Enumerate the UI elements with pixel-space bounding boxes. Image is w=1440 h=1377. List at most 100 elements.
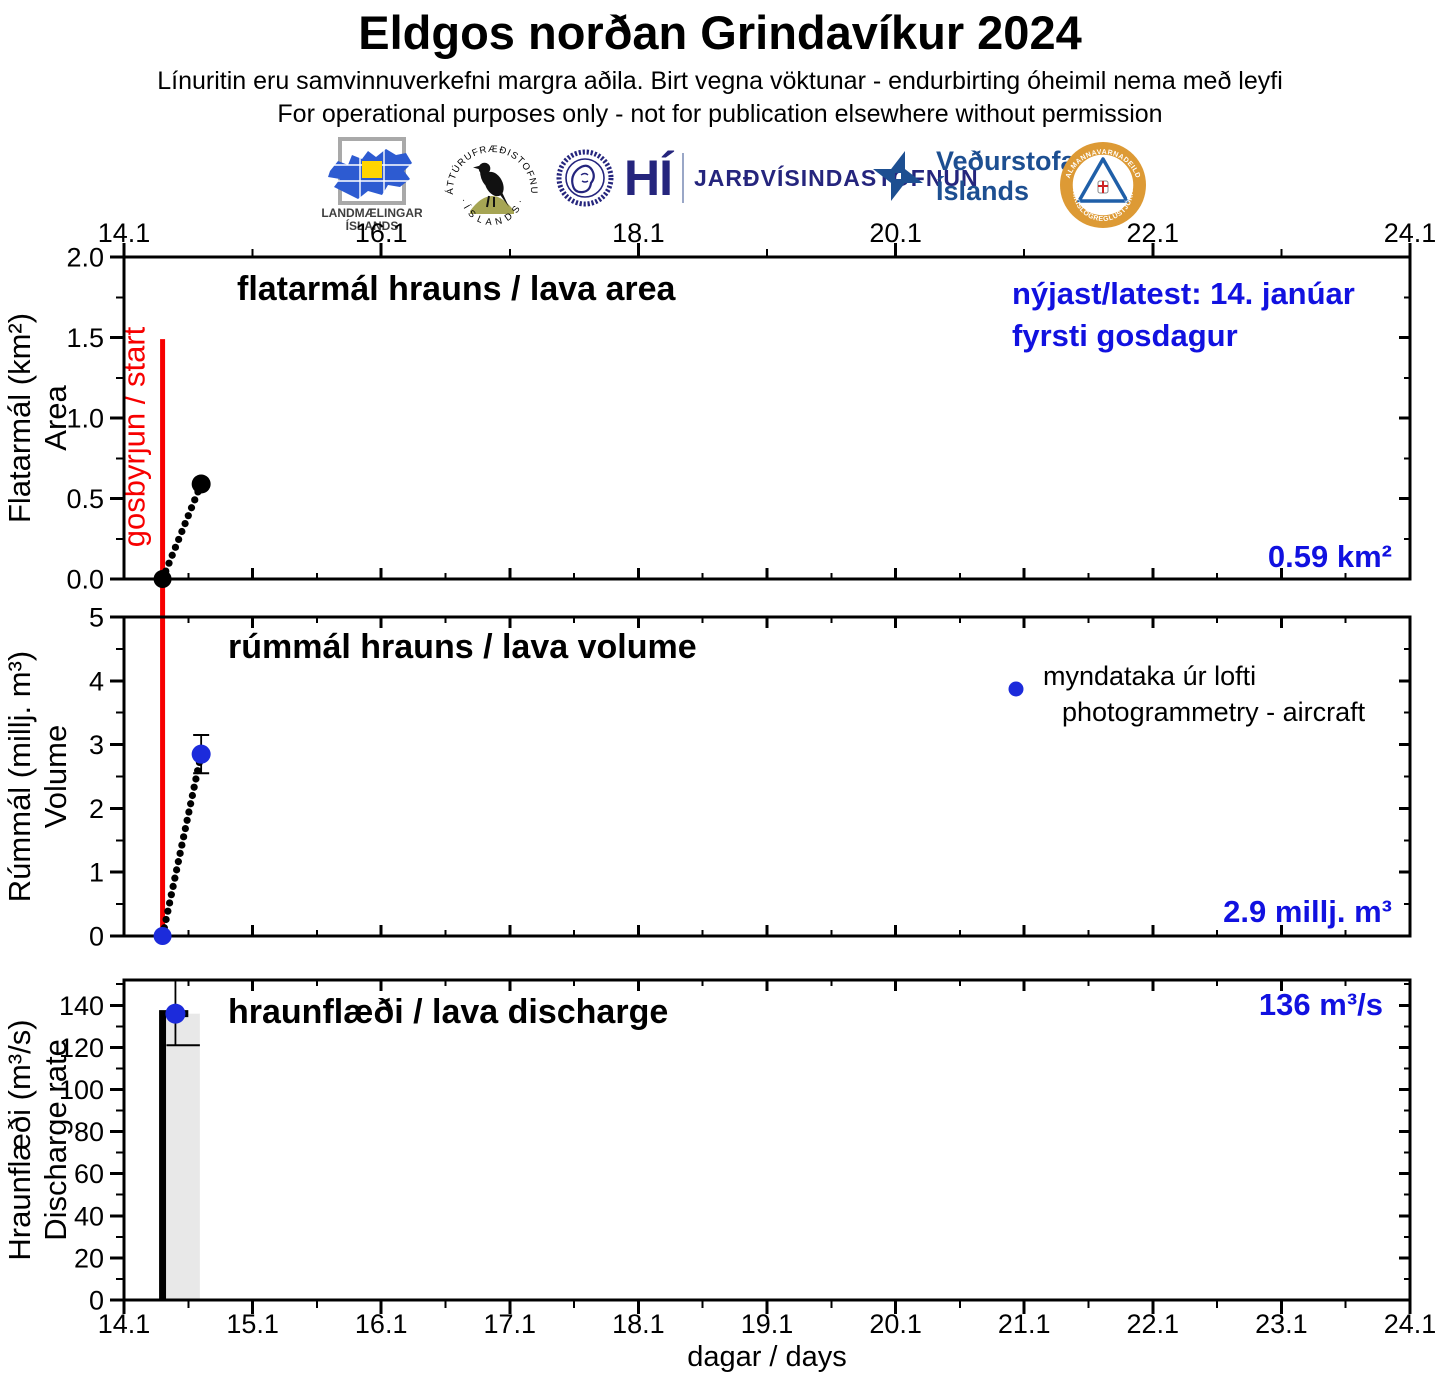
pinwheel-icon: [873, 151, 923, 202]
y-axis-label-english: Volume: [38, 725, 73, 828]
x-top-tick-label: 16.1: [355, 218, 408, 248]
y-tick-label: 1: [89, 858, 104, 888]
y-tick-label: 1.0: [66, 404, 104, 434]
y-axis-label-icelandic: Flatarmál (km²): [2, 313, 37, 523]
x-bottom-tick-label: 15.1: [226, 1309, 279, 1339]
x-bottom-tick-label: 21.1: [998, 1309, 1051, 1339]
x-top-tick-label: 14.1: [98, 218, 151, 248]
x-bottom-tick-label: 24.1: [1384, 1309, 1437, 1339]
coat-of-arms-icon: [1097, 180, 1109, 194]
volume-series-dot: [162, 915, 170, 924]
volume-series-dot: [173, 866, 181, 874]
volume-value-label: 2.9 millj. m³: [1223, 894, 1392, 929]
landmaelingar-label-2: ÍSLANDS: [346, 218, 399, 233]
area-value-label: 0.59 km²: [1267, 539, 1392, 574]
mound-icon: [470, 196, 514, 214]
panel2-title: rúmmál hrauns / lava volume: [228, 628, 697, 666]
volume-series-dot: [187, 800, 195, 808]
map-highlight-icon: [362, 161, 382, 178]
area-latest-marker: [191, 474, 211, 494]
y-tick-label: 1.5: [66, 323, 104, 353]
subtitle-icelandic: Línuritin eru samvinnuverkefni margra að…: [157, 67, 1283, 95]
volume-series-dot: [194, 767, 202, 775]
latest-date-note: nýjast/latest: 14. janúar: [1012, 276, 1355, 311]
landmaelingar-islands-logo: LANDMÆLINGAR ÍSLANDS: [322, 137, 422, 233]
y-axis-label-icelandic: Hraunflæði (m³/s): [2, 1019, 37, 1260]
x-bottom-tick-label: 18.1: [612, 1309, 665, 1339]
x-bottom-tick-label: 19.1: [741, 1309, 794, 1339]
discharge-value-label: 136 m³/s: [1258, 987, 1383, 1022]
x-bottom-tick-label: 22.1: [1127, 1309, 1180, 1339]
discharge-marker: [165, 1003, 186, 1024]
volume-series-dot: [165, 899, 174, 907]
x-bottom-tick-label: 14.1: [98, 1309, 151, 1339]
volume-latest-marker: [191, 744, 211, 764]
panel1-title: flatarmál hrauns / lava area: [237, 270, 676, 308]
legend-marker-dot: [1008, 681, 1024, 697]
vedurstofa-islands-logo: Veðurstofa Íslands: [869, 146, 1076, 206]
y-tick-label: 2: [89, 794, 104, 824]
area-series-dot: [178, 527, 186, 536]
vedurstofa-label-2: Íslands: [936, 176, 1030, 207]
volume-start-marker: [153, 927, 172, 945]
y-tick-label: 40: [74, 1201, 104, 1231]
xaxis-label: dagar / days: [687, 1341, 847, 1373]
y-tick-label: 120: [59, 1033, 104, 1063]
area-series-dot: [171, 543, 180, 551]
volume-series-dot: [188, 791, 196, 800]
y-tick-label: 0: [89, 1286, 104, 1316]
area-start-marker: [153, 570, 172, 588]
y-tick-label: 0: [89, 922, 104, 952]
y-tick-label: 0.0: [66, 565, 104, 595]
logo-divider: [682, 153, 684, 203]
raven-icon: [473, 162, 509, 208]
triangle-icon: [1077, 157, 1129, 203]
y-tick-label: 140: [59, 991, 104, 1021]
volume-series-dot: [180, 833, 188, 841]
volume-series-dot: [181, 824, 189, 833]
x-top-tick-label: 18.1: [612, 218, 665, 248]
volume-series-dot: [164, 907, 172, 915]
y-tick-label: 2.0: [66, 243, 104, 273]
area-series-dot: [184, 512, 192, 520]
y-tick-label: 3: [89, 730, 104, 760]
x-top-tick-label: 22.1: [1127, 218, 1180, 248]
volume-series-dot: [169, 882, 177, 891]
volume-series-dot: [185, 808, 193, 816]
y-axis-label-english: Area: [38, 385, 73, 451]
y-axis-label-english: Discharge rate: [38, 1039, 73, 1241]
x-bottom-tick-label: 17.1: [484, 1309, 537, 1339]
x-bottom-tick-label: 23.1: [1255, 1309, 1308, 1339]
legend-line-1: myndataka úr lofti: [1043, 661, 1257, 691]
first-eruption-day-note: fyrsti gosdagur: [1012, 318, 1238, 353]
y-tick-label: 0.5: [66, 484, 104, 514]
y-axis-label-icelandic: Rúmmál (millj. m³): [2, 651, 37, 902]
legend-line-2: photogrammetry - aircraft: [1062, 697, 1366, 727]
volume-series-dot: [190, 783, 198, 791]
volume-series-dot: [178, 841, 186, 849]
x-top-tick-label: 20.1: [869, 218, 922, 248]
volume-series-dot: [176, 849, 184, 857]
y-tick-label: 100: [59, 1075, 104, 1105]
area-series-dot: [168, 551, 176, 559]
eruption-start-label: gosbyrjun / start: [117, 326, 152, 547]
panel3-title: hraunflæði / lava discharge: [228, 993, 669, 1031]
hi-emblem-icon: [556, 149, 614, 207]
area-series-dot: [181, 519, 189, 528]
almannavarnir-logo: ALMANNAVARNADEILD RÍKISLÖGREGLUSTJÓRA: [1060, 142, 1146, 228]
subtitle-english: For operational purposes only - not for …: [277, 100, 1163, 128]
page-title: Eldgos norðan Grindavíkur 2024: [358, 6, 1082, 59]
volume-series-dot: [167, 891, 175, 899]
y-tick-label: 60: [74, 1159, 104, 1189]
hi-abbreviation: HÍ: [624, 150, 673, 206]
volume-series-dot: [192, 775, 200, 783]
natturufraedistofnun-logo: NÁTTÚRUFRÆÐISTOFNUN · Í S L A N D S ·: [443, 137, 538, 228]
y-tick-label: 20: [74, 1243, 104, 1273]
y-tick-label: 4: [89, 666, 104, 696]
area-series-dot: [165, 559, 173, 567]
x-top-tick-label: 24.1: [1384, 218, 1437, 248]
discharge-fill: [166, 1013, 200, 1300]
volume-series-dot: [183, 816, 191, 824]
landmaelingar-label-1: LANDMÆLINGAR: [322, 206, 422, 220]
